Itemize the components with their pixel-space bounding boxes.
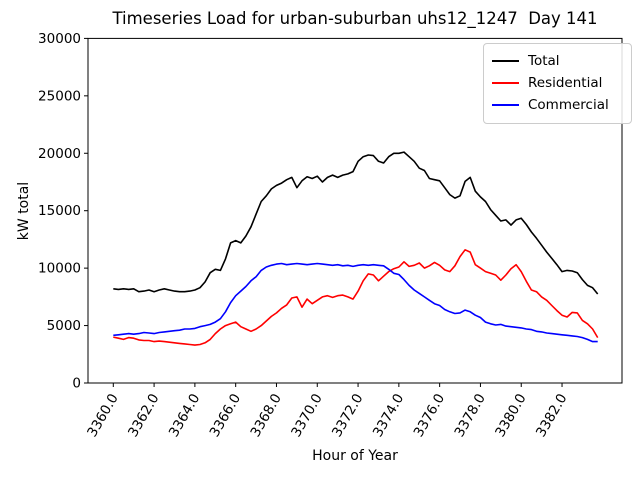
- x-tick-label: 3368.0: [247, 391, 284, 440]
- total-line-sample: [492, 60, 519, 62]
- residential-line-sample: [492, 82, 519, 84]
- x-tick-label: 3376.0: [411, 391, 448, 440]
- legend-label: Residential: [528, 75, 603, 91]
- x-tick-label: 3362.0: [125, 391, 162, 440]
- y-tick-label: 25000: [38, 88, 81, 104]
- y-tick-label: 10000: [38, 261, 81, 277]
- x-axis-label: Hour of Year: [312, 448, 398, 464]
- y-tick-label: 15000: [38, 203, 81, 219]
- chart-title: Timeseries Load for urban-suburban uhs12…: [112, 9, 598, 28]
- x-tick-label: 3374.0: [370, 391, 407, 440]
- series-line-commercial: [113, 262, 598, 343]
- series-line-total: [113, 151, 599, 295]
- x-tick-label: 3370.0: [288, 391, 325, 440]
- legend-entry-residential: Residential: [492, 72, 623, 94]
- y-tick-label: 20000: [38, 146, 81, 162]
- y-tick-label: 30000: [38, 31, 81, 47]
- legend-entry-total: Total: [492, 50, 623, 72]
- legend: Total Residential Commercial: [483, 43, 632, 124]
- y-tick-label: 5000: [47, 318, 81, 334]
- x-tick-label: 3364.0: [166, 391, 203, 440]
- x-tick-label: 3378.0: [451, 391, 488, 440]
- y-tick-label: 0: [72, 376, 81, 392]
- legend-label: Total: [528, 53, 560, 69]
- series-line-residential: [113, 249, 599, 346]
- x-tick-label: 3372.0: [329, 391, 366, 440]
- x-tick-label: 3366.0: [207, 391, 244, 440]
- x-tick-label: 3360.0: [84, 391, 121, 440]
- legend-entry-commercial: Commercial: [492, 94, 623, 116]
- legend-label: Commercial: [528, 97, 609, 113]
- x-tick-label: 3380.0: [492, 391, 529, 440]
- x-tick-label: 3382.0: [533, 391, 570, 440]
- commercial-line-sample: [492, 104, 519, 106]
